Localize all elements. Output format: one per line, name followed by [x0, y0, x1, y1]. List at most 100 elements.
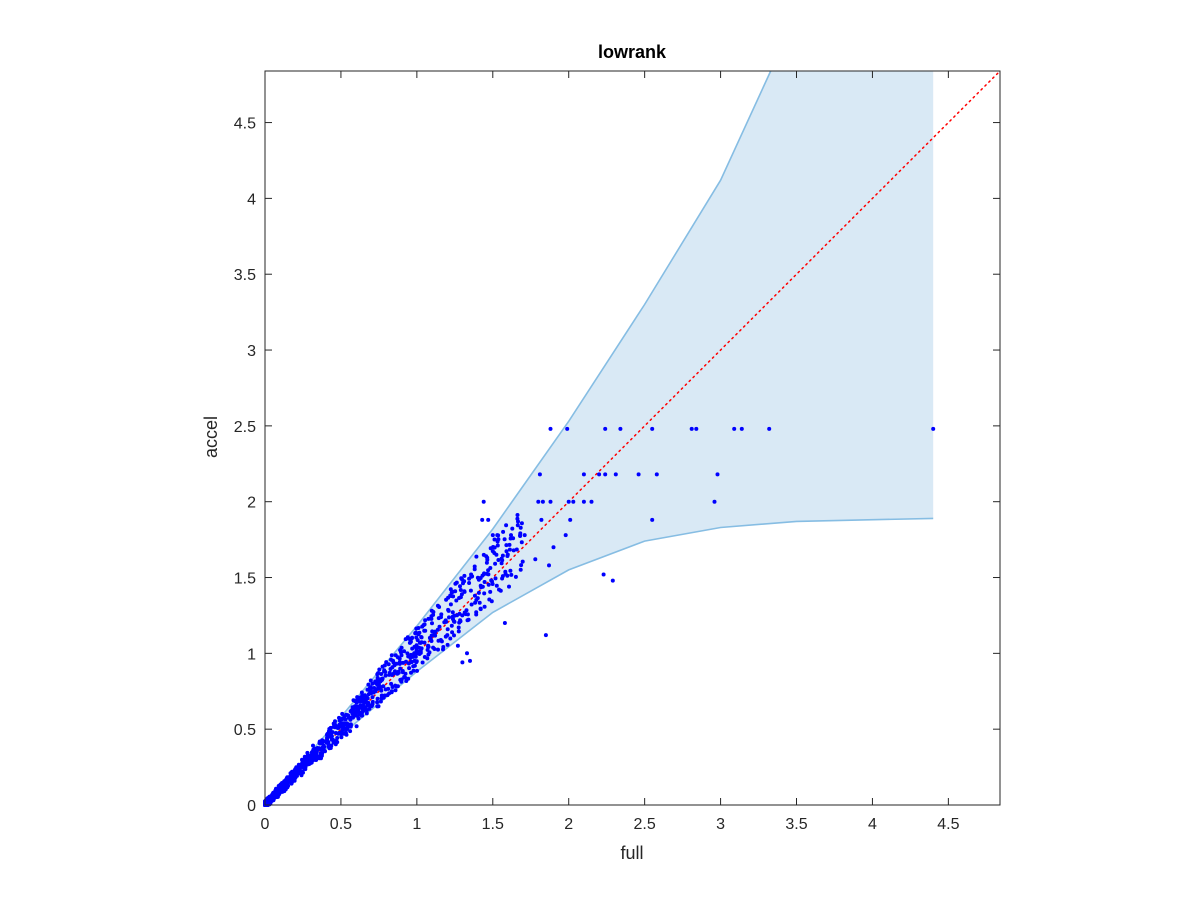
- data-point: [444, 619, 449, 624]
- data-point: [533, 557, 538, 562]
- data-point: [462, 573, 467, 578]
- data-point: [565, 426, 570, 431]
- data-point: [597, 472, 602, 477]
- data-point: [334, 738, 339, 743]
- data-point: [393, 653, 398, 658]
- x-tick-label: 3.5: [785, 816, 807, 833]
- data-point: [317, 746, 322, 751]
- data-point: [325, 738, 329, 742]
- data-point: [325, 733, 330, 738]
- data-point: [379, 688, 384, 693]
- data-point: [489, 599, 494, 604]
- data-point: [356, 710, 361, 715]
- data-point: [447, 615, 451, 620]
- data-point: [439, 612, 444, 617]
- data-point: [497, 587, 501, 592]
- data-point: [344, 732, 349, 737]
- data-point: [503, 569, 508, 574]
- data-point: [460, 660, 465, 665]
- data-point: [504, 549, 509, 554]
- data-point: [393, 688, 398, 693]
- data-point: [499, 561, 504, 566]
- data-point: [767, 426, 772, 431]
- data-point: [268, 798, 273, 803]
- data-point: [548, 499, 553, 504]
- data-point: [493, 561, 498, 566]
- data-point: [380, 677, 385, 682]
- data-point: [399, 645, 404, 650]
- data-point: [931, 426, 936, 431]
- data-point: [581, 472, 586, 477]
- data-point: [456, 629, 461, 634]
- data-point: [366, 682, 371, 687]
- data-point: [650, 517, 655, 522]
- x-tick-label: 1: [412, 816, 421, 833]
- data-point: [460, 613, 465, 618]
- data-point: [370, 695, 375, 700]
- data-point: [352, 705, 357, 710]
- data-point: [522, 533, 527, 538]
- y-tick-label: 0.5: [234, 722, 256, 739]
- data-point: [472, 593, 477, 598]
- data-point: [455, 613, 459, 618]
- y-tick-label: 3: [247, 343, 256, 360]
- data-point: [455, 643, 460, 648]
- data-point: [473, 600, 478, 605]
- data-point: [368, 678, 373, 683]
- data-point: [500, 574, 505, 579]
- data-point: [543, 633, 548, 638]
- data-point: [354, 724, 359, 729]
- data-point: [536, 499, 541, 504]
- data-point: [496, 558, 501, 562]
- data-point: [348, 729, 353, 734]
- data-point: [454, 598, 459, 603]
- data-point: [345, 727, 350, 731]
- data-point: [342, 721, 346, 726]
- data-point: [488, 589, 493, 594]
- data-point: [415, 638, 420, 643]
- data-point: [445, 633, 450, 638]
- data-point: [501, 529, 506, 534]
- data-point: [333, 719, 337, 724]
- data-point: [263, 799, 268, 804]
- data-point: [518, 567, 523, 572]
- data-point: [319, 753, 324, 758]
- data-point: [422, 628, 427, 633]
- data-point: [361, 703, 366, 707]
- data-point: [329, 737, 334, 742]
- data-point: [514, 547, 519, 552]
- data-point: [397, 661, 402, 666]
- data-point: [277, 786, 282, 790]
- data-point: [437, 605, 442, 609]
- data-point: [496, 537, 501, 542]
- data-point: [448, 587, 453, 592]
- data-point: [486, 572, 491, 577]
- data-point: [290, 769, 295, 774]
- data-point: [400, 670, 405, 675]
- data-point: [539, 517, 544, 522]
- data-point: [271, 790, 276, 795]
- data-point: [414, 643, 419, 648]
- data-point: [355, 714, 360, 719]
- x-tick-label: 0: [261, 816, 270, 833]
- data-point: [303, 763, 308, 768]
- data-point: [495, 533, 500, 538]
- data-point: [300, 757, 304, 762]
- data-point: [412, 652, 417, 657]
- data-point: [468, 588, 473, 593]
- data-point: [482, 580, 487, 584]
- data-point: [381, 684, 386, 689]
- data-point: [415, 668, 419, 673]
- data-point: [566, 499, 571, 504]
- data-point: [399, 677, 404, 682]
- data-point: [409, 660, 414, 664]
- data-point: [537, 472, 542, 477]
- data-point: [285, 785, 290, 790]
- data-point: [466, 617, 471, 622]
- y-axis-label: accel: [201, 416, 221, 458]
- data-point: [382, 663, 387, 668]
- data-point: [509, 533, 513, 538]
- data-point: [298, 771, 303, 776]
- data-point: [468, 658, 472, 663]
- data-point: [405, 651, 410, 656]
